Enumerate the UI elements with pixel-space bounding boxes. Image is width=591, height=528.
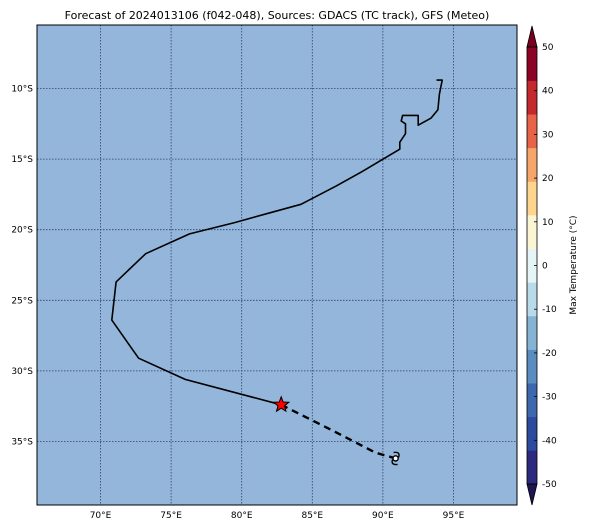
cyclone-tracks <box>111 79 444 466</box>
lon-tick-label: 90°E <box>372 511 394 521</box>
colorbar-extend-high <box>526 25 538 48</box>
colorbar-tick-label: -20 <box>542 349 557 359</box>
colorbar-ticks: -50 -40 -30 -20 -10 0 10 20 30 40 50 <box>534 43 557 490</box>
lon-tick-label: 95°E <box>443 511 465 521</box>
colorbar-segment <box>527 383 537 418</box>
colorbar-tick-label: -40 <box>542 436 557 446</box>
axis-ticks: 70°E 75°E 80°E 85°E 90°E 95°E 10°S 15°S 20°S 25°S… <box>11 85 464 521</box>
past-track-line <box>111 79 444 406</box>
colorbar-tick-label: 40 <box>542 87 554 97</box>
colorbar-segment <box>527 349 537 384</box>
lon-tick-label: 80°E <box>231 511 253 521</box>
ocean-background <box>37 25 517 505</box>
colorbar-tick-label: 50 <box>542 43 554 53</box>
colorbar-tick-label: 30 <box>542 130 554 140</box>
colorbar-segment <box>527 147 537 182</box>
colorbar-tick-label: 10 <box>542 218 554 228</box>
colorbar-segment <box>527 215 537 249</box>
lat-tick-label: 10°S <box>11 85 33 95</box>
figure-title: Forecast of 2024013106 (f042-048), Sourc… <box>65 9 490 22</box>
gridlines <box>37 25 517 505</box>
lon-tick-label: 75°E <box>160 511 182 521</box>
colorbar-segment <box>527 450 537 485</box>
lat-tick-label: 30°S <box>11 367 33 377</box>
colorbar-tick-label: -30 <box>542 393 557 403</box>
lat-tick-label: 20°S <box>11 226 33 236</box>
colorbar-segment <box>527 416 537 451</box>
colorbar-segment <box>527 80 537 115</box>
colorbar-segment <box>527 282 537 317</box>
colorbar-segment <box>527 114 537 149</box>
colorbar-tick-label: 20 <box>542 174 554 184</box>
colorbar-tick-label: -10 <box>542 305 557 315</box>
map-frame <box>36 24 518 506</box>
colorbar-segment <box>527 315 537 350</box>
colorbar-extend-low <box>526 483 538 506</box>
map-area: 70°E 75°E 80°E 85°E 90°E 95°E 10°S 15°S 20°S 25°S… <box>11 24 518 521</box>
colorbar-segment <box>527 248 537 283</box>
current-position-star-icon <box>272 395 291 413</box>
colorbar-segment <box>527 181 537 216</box>
lat-tick-label: 25°S <box>11 296 33 306</box>
colorbar-tick-label: -50 <box>542 480 557 490</box>
colorbar-segment <box>527 47 537 81</box>
colorbar-tick-label: 0 <box>542 262 548 272</box>
colorbar-label: Max Temperature (°C) <box>569 215 579 314</box>
lat-tick-label: 35°S <box>11 437 33 447</box>
lat-tick-label: 15°S <box>11 155 33 165</box>
cyclone-symbol-icon <box>391 451 400 466</box>
colorbar: -50 -40 -30 -20 -10 0 10 20 30 40 50 Max Temperatu… <box>526 25 579 506</box>
lon-tick-label: 70°E <box>90 511 112 521</box>
lon-tick-label: 85°E <box>301 511 323 521</box>
forecast-track-line <box>280 403 396 460</box>
